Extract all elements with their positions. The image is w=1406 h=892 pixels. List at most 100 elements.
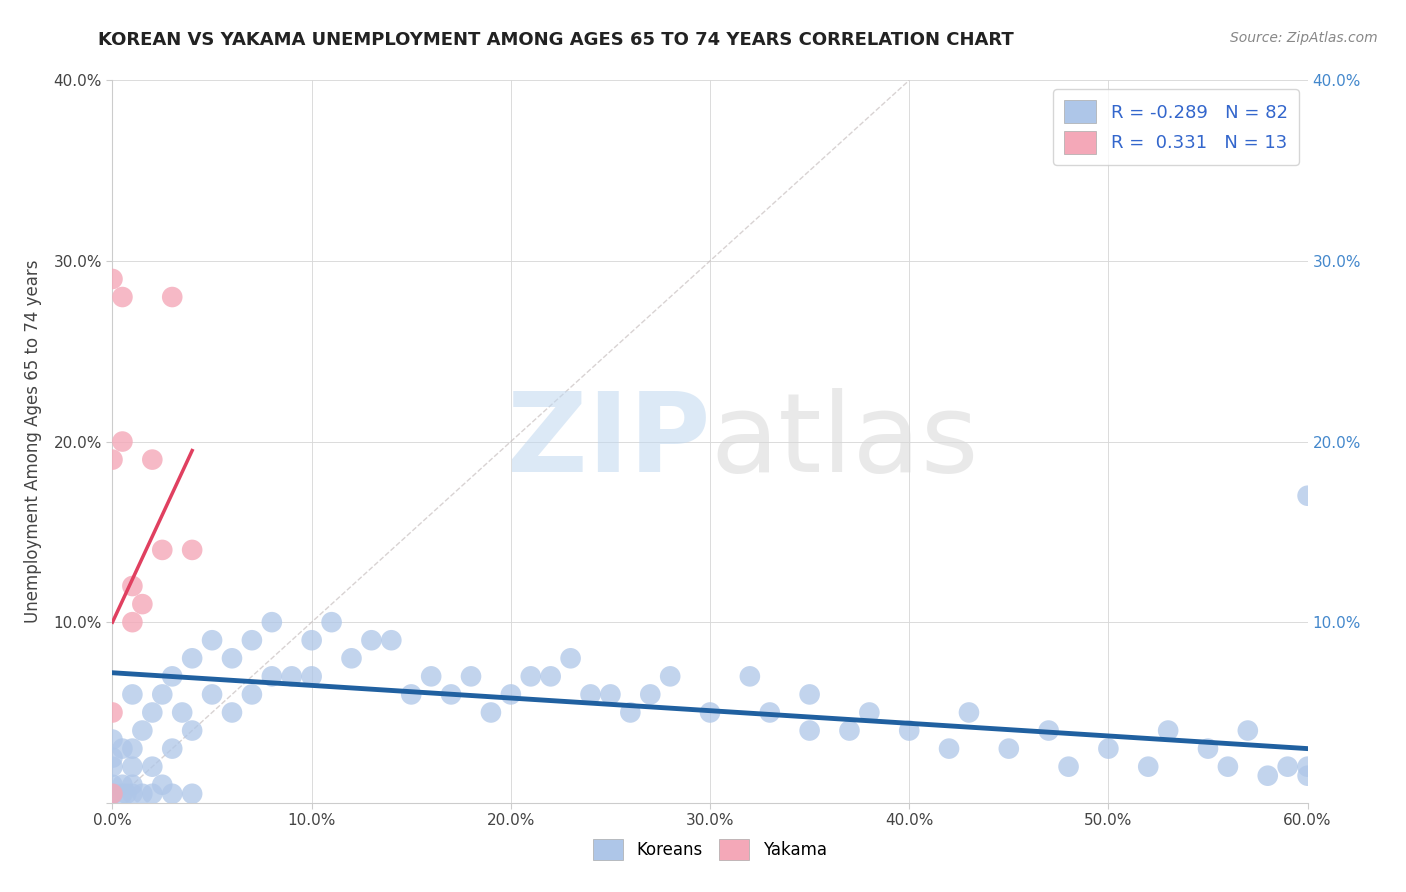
Point <box>101 706 124 720</box>
Point <box>938 741 960 756</box>
Text: Source: ZipAtlas.com: Source: ZipAtlas.com <box>1230 31 1378 45</box>
Point <box>240 633 263 648</box>
Point <box>101 787 124 801</box>
Point <box>141 760 163 774</box>
Point <box>1277 760 1299 774</box>
Point <box>1097 741 1119 756</box>
Point <box>131 723 153 738</box>
Point <box>260 615 283 630</box>
Point <box>150 778 173 792</box>
Point <box>799 687 821 701</box>
Point <box>460 669 482 683</box>
Point <box>162 787 183 801</box>
Point <box>172 706 194 720</box>
Point <box>131 787 153 801</box>
Point <box>998 741 1021 756</box>
Point <box>150 542 173 557</box>
Point <box>181 787 204 801</box>
Point <box>898 723 921 738</box>
Point <box>150 687 173 701</box>
Point <box>121 760 143 774</box>
Point <box>1038 723 1060 738</box>
Point <box>121 579 143 593</box>
Point <box>162 290 183 304</box>
Point <box>1157 723 1180 738</box>
Point <box>1197 741 1219 756</box>
Point <box>640 687 662 701</box>
Point <box>101 732 124 747</box>
Point <box>1296 760 1319 774</box>
Point <box>141 787 163 801</box>
Point <box>121 787 143 801</box>
Point <box>579 687 602 701</box>
Point <box>659 669 682 683</box>
Text: ZIP: ZIP <box>506 388 710 495</box>
Point <box>440 687 463 701</box>
Point <box>162 669 183 683</box>
Point <box>111 741 134 756</box>
Point <box>858 706 880 720</box>
Point <box>101 272 124 286</box>
Point <box>181 651 204 665</box>
Point <box>1137 760 1160 774</box>
Y-axis label: Unemployment Among Ages 65 to 74 years: Unemployment Among Ages 65 to 74 years <box>24 260 42 624</box>
Point <box>799 723 821 738</box>
Point <box>599 687 621 701</box>
Point <box>101 750 124 764</box>
Point <box>420 669 443 683</box>
Point <box>221 706 243 720</box>
Point <box>162 741 183 756</box>
Point <box>1237 723 1260 738</box>
Point <box>101 760 124 774</box>
Point <box>619 706 641 720</box>
Point <box>301 633 323 648</box>
Point <box>1296 769 1319 783</box>
Point <box>1057 760 1080 774</box>
Point <box>121 778 143 792</box>
Point <box>560 651 582 665</box>
Point <box>101 787 124 801</box>
Point <box>1257 769 1279 783</box>
Point <box>321 615 343 630</box>
Text: KOREAN VS YAKAMA UNEMPLOYMENT AMONG AGES 65 TO 74 YEARS CORRELATION CHART: KOREAN VS YAKAMA UNEMPLOYMENT AMONG AGES… <box>98 31 1014 49</box>
Point <box>738 669 761 683</box>
Point <box>520 669 543 683</box>
Point <box>101 778 124 792</box>
Point <box>301 669 323 683</box>
Point <box>838 723 860 738</box>
Point <box>201 687 224 701</box>
Point <box>401 687 423 701</box>
Point <box>111 787 134 801</box>
Point <box>957 706 980 720</box>
Point <box>141 452 163 467</box>
Point <box>101 787 124 801</box>
Point <box>499 687 522 701</box>
Point <box>115 787 138 801</box>
Legend: Koreans, Yakama: Koreans, Yakama <box>586 832 834 867</box>
Point <box>121 615 143 630</box>
Point <box>699 706 721 720</box>
Point <box>111 778 134 792</box>
Point <box>1296 489 1319 503</box>
Point <box>540 669 562 683</box>
Point <box>111 290 134 304</box>
Point <box>111 434 134 449</box>
Point <box>1216 760 1239 774</box>
Point <box>380 633 402 648</box>
Point <box>479 706 502 720</box>
Point <box>181 542 204 557</box>
Point <box>340 651 363 665</box>
Point <box>121 741 143 756</box>
Point <box>240 687 263 701</box>
Point <box>360 633 382 648</box>
Point <box>260 669 283 683</box>
Point <box>221 651 243 665</box>
Point <box>201 633 224 648</box>
Point <box>131 597 153 611</box>
Point <box>121 687 143 701</box>
Point <box>141 706 163 720</box>
Point <box>281 669 304 683</box>
Point <box>759 706 782 720</box>
Point <box>181 723 204 738</box>
Point <box>101 452 124 467</box>
